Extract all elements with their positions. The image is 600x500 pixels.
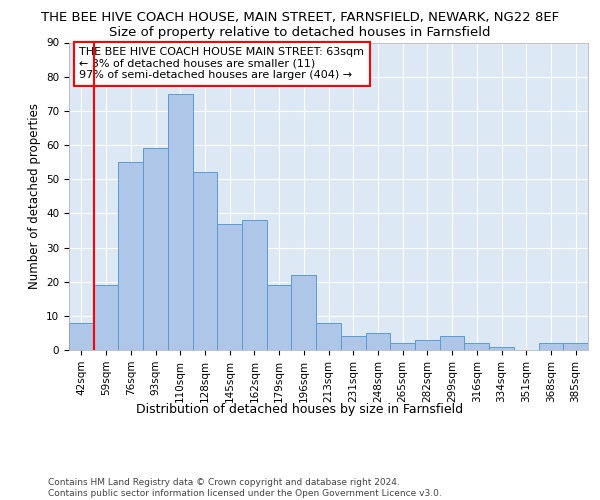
Bar xyxy=(563,343,588,350)
Bar xyxy=(539,343,563,350)
Bar xyxy=(242,220,267,350)
Bar xyxy=(292,275,316,350)
Bar xyxy=(94,285,118,350)
Text: THE BEE HIVE COACH HOUSE MAIN STREET: 63sqm
← 3% of detached houses are smaller : THE BEE HIVE COACH HOUSE MAIN STREET: 63… xyxy=(79,47,364,80)
Bar xyxy=(118,162,143,350)
Bar xyxy=(415,340,440,350)
Bar xyxy=(440,336,464,350)
Bar xyxy=(168,94,193,350)
Bar xyxy=(316,322,341,350)
Text: Size of property relative to detached houses in Farnsfield: Size of property relative to detached ho… xyxy=(109,26,491,39)
Text: Contains HM Land Registry data © Crown copyright and database right 2024.
Contai: Contains HM Land Registry data © Crown c… xyxy=(48,478,442,498)
Bar xyxy=(365,333,390,350)
Bar xyxy=(217,224,242,350)
Bar xyxy=(390,343,415,350)
Text: Distribution of detached houses by size in Farnsfield: Distribution of detached houses by size … xyxy=(136,402,464,415)
Y-axis label: Number of detached properties: Number of detached properties xyxy=(28,104,41,289)
Text: THE BEE HIVE COACH HOUSE, MAIN STREET, FARNSFIELD, NEWARK, NG22 8EF: THE BEE HIVE COACH HOUSE, MAIN STREET, F… xyxy=(41,12,559,24)
Bar xyxy=(193,172,217,350)
Bar xyxy=(464,343,489,350)
Bar xyxy=(143,148,168,350)
Bar xyxy=(69,322,94,350)
Bar xyxy=(489,346,514,350)
Bar xyxy=(341,336,365,350)
Bar xyxy=(267,285,292,350)
